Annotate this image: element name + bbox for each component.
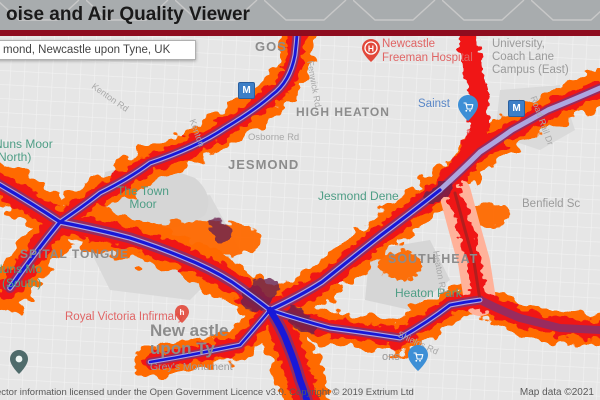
svg-text:H: H xyxy=(368,44,374,54)
svg-text:h: h xyxy=(180,308,185,317)
